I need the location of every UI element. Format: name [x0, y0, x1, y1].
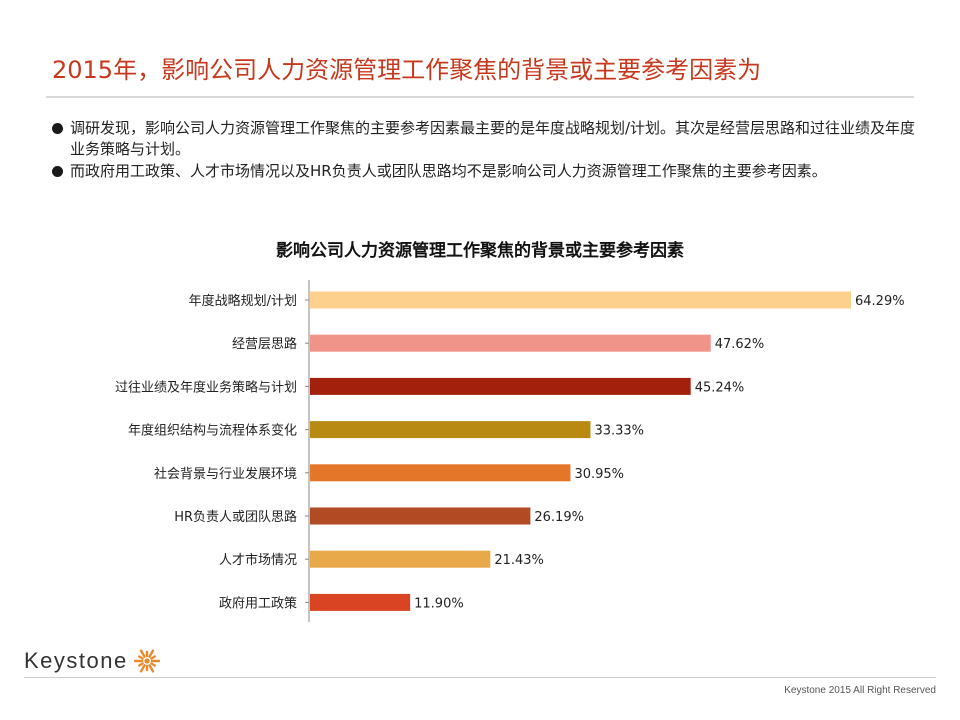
category-label: 人才市场情况 — [219, 552, 297, 568]
bullet-item: 调研发现，影响公司人力资源管理工作聚焦的主要参考因素最主要的是年度战略规划/计划… — [50, 118, 920, 160]
data-label: 21.43% — [494, 553, 544, 568]
bar — [310, 377, 691, 395]
bar-chart: 年度战略规划/计划 64.29% 经营层思路 47.62% 过往业绩及年度业务策略与计划… — [115, 280, 905, 622]
bar — [310, 334, 711, 352]
bar — [310, 421, 591, 439]
page-title: 2015年，影响公司人力资源管理工作聚焦的背景或主要参考因素为 — [52, 56, 762, 84]
keystone-logo: Keystone — [24, 648, 160, 674]
category-label: 经营层思路 — [232, 336, 297, 352]
data-label: 45.24% — [695, 380, 745, 395]
bar — [310, 291, 851, 309]
bullet-item: 而政府用工政策、人才市场情况以及HR负责人或团队思路均不是影响公司人力资源管理工… — [50, 161, 920, 182]
bar — [310, 464, 571, 482]
category-label: 过往业绩及年度业务策略与计划 — [115, 379, 297, 395]
title-divider — [46, 96, 914, 98]
data-label: 11.90% — [414, 596, 464, 611]
bar — [310, 593, 411, 611]
logo-text: Keystone — [24, 648, 128, 673]
footer-copyright: Keystone 2015 All Right Reserved — [784, 685, 936, 696]
summary-bullets: 调研发现，影响公司人力资源管理工作聚焦的主要参考因素最主要的是年度战略规划/计划… — [50, 118, 920, 183]
bullet-dot-icon — [52, 123, 63, 134]
data-label: 47.62% — [715, 337, 765, 352]
category-label: 政府用工政策 — [219, 595, 297, 611]
data-label: 26.19% — [534, 510, 584, 525]
footer-divider — [24, 677, 936, 678]
category-label: HR负责人或团队思路 — [174, 509, 297, 525]
bullet-text: 而政府用工政策、人才市场情况以及HR负责人或团队思路均不是影响公司人力资源管理工… — [70, 162, 827, 180]
chart-title: 影响公司人力资源管理工作聚焦的背景或主要参考因素 — [276, 241, 684, 261]
category-label: 年度组织结构与流程体系变化 — [128, 423, 297, 439]
data-label: 33.33% — [594, 424, 644, 439]
category-label: 社会背景与行业发展环境 — [154, 466, 297, 482]
bullet-text: 调研发现，影响公司人力资源管理工作聚焦的主要参考因素最主要的是年度战略规划/计划… — [70, 119, 916, 158]
data-label: 30.95% — [574, 467, 624, 482]
bullet-dot-icon — [52, 166, 63, 177]
data-label: 64.29% — [855, 294, 905, 309]
bar — [310, 550, 491, 568]
starburst-logo-icon — [133, 649, 160, 673]
bar — [310, 507, 531, 525]
category-label: 年度战略规划/计划 — [189, 293, 297, 309]
